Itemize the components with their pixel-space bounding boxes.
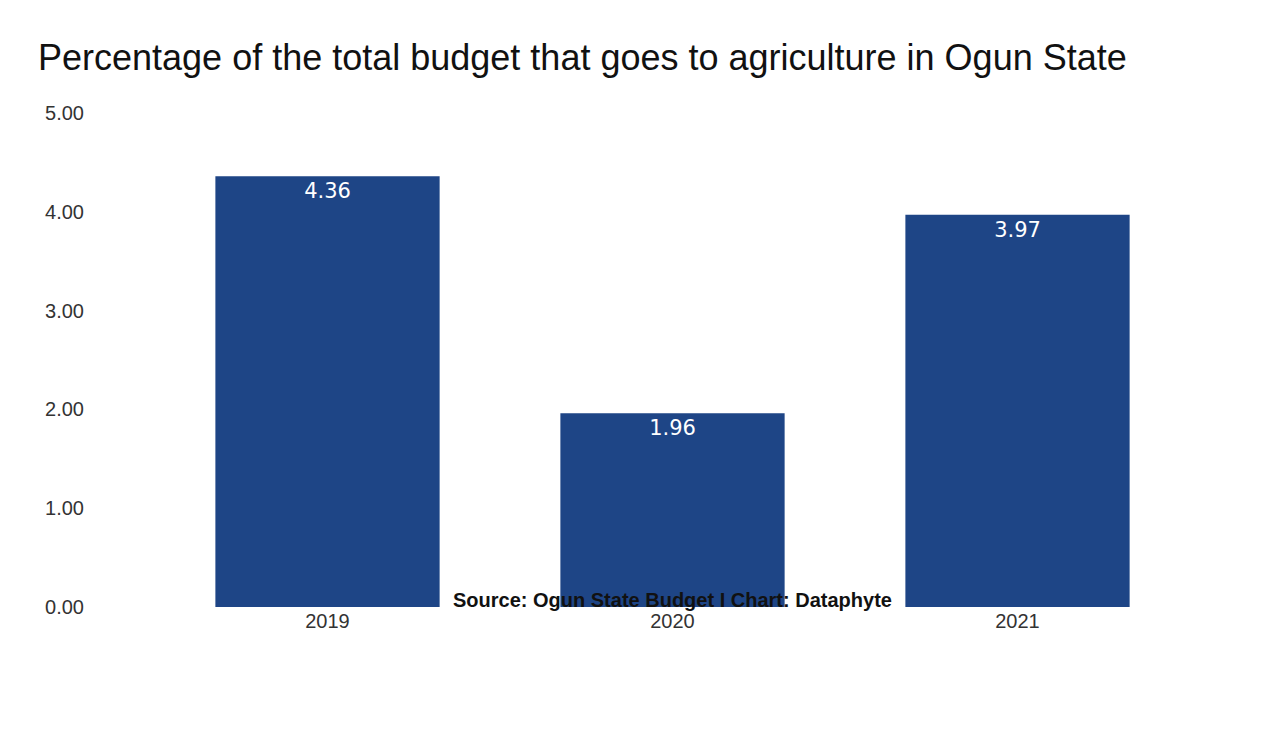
svg-text:4.00: 4.00 [45,201,84,223]
svg-text:1.00: 1.00 [45,497,84,519]
svg-text:4.36: 4.36 [304,179,351,203]
svg-text:0.00: 0.00 [45,596,84,618]
svg-text:1.96: 1.96 [649,416,696,440]
svg-text:2.00: 2.00 [45,398,84,420]
svg-text:3.00: 3.00 [45,300,84,322]
svg-text:Source: Ogun State Budget I Ch: Source: Ogun State Budget I Chart: Datap… [453,589,892,611]
svg-text:2021: 2021 [995,610,1040,632]
svg-text:2020: 2020 [650,610,695,632]
svg-text:5.00: 5.00 [45,102,84,124]
svg-text:Percentage of the total budget: Percentage of the total budget that goes… [38,37,1127,78]
svg-text:2019: 2019 [305,610,350,632]
svg-text:3.97: 3.97 [994,218,1041,242]
